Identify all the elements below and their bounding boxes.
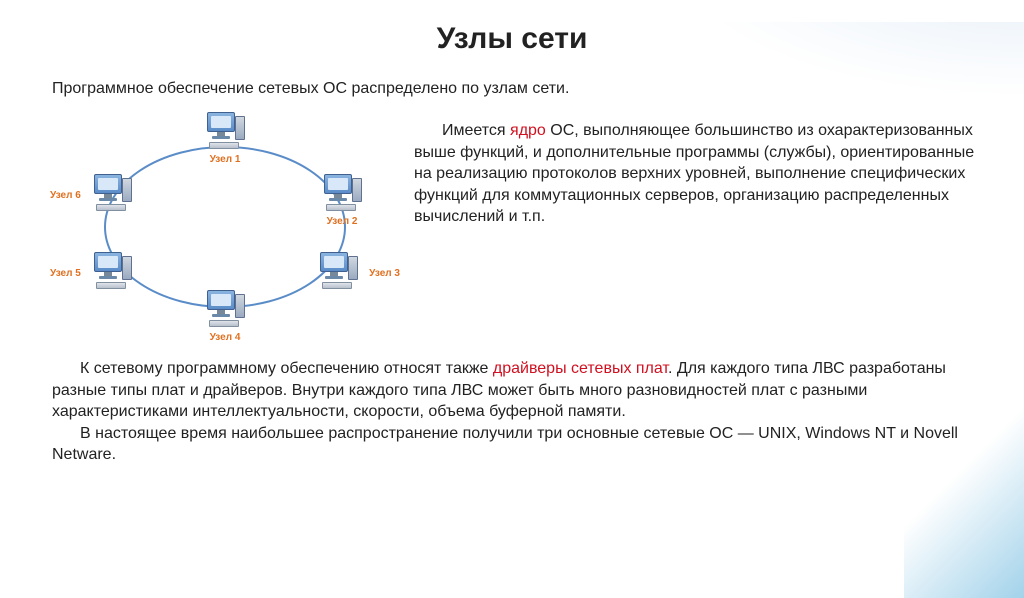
para2-pre: К сетевому программному обеспечению отно… xyxy=(80,360,493,377)
page-title: Узлы сети xyxy=(0,22,1024,56)
para1-pre: Имеется xyxy=(442,122,510,139)
computer-icon xyxy=(205,112,245,152)
computer-icon xyxy=(92,174,132,214)
node-label: Узел 2 xyxy=(310,216,374,227)
network-node-5: Узел 5 xyxy=(50,252,140,292)
paragraph-os-list: В настоящее время наибольшее распростран… xyxy=(52,423,972,466)
network-node-6: Узел 6 xyxy=(50,174,140,214)
node-label: Узел 3 xyxy=(369,268,400,279)
computer-icon xyxy=(322,174,362,214)
network-node-1: Узел 1 xyxy=(193,112,257,165)
network-node-3: Узел 3 xyxy=(310,252,400,292)
bottom-paragraphs: К сетевому программному обеспечению отно… xyxy=(52,358,972,466)
node-label: Узел 5 xyxy=(50,268,81,279)
node-label: Узел 1 xyxy=(193,154,257,165)
computer-icon xyxy=(92,252,132,292)
network-node-2: Узел 2 xyxy=(310,174,374,227)
computer-icon xyxy=(318,252,358,292)
network-node-4: Узел 4 xyxy=(193,290,257,343)
intro-text: Программное обеспечение сетевых ОС распр… xyxy=(52,80,1024,98)
paragraph-drivers: К сетевому программному обеспечению отно… xyxy=(52,358,972,423)
paragraph-core: Имеется ядро ОС, выполняющее большинство… xyxy=(414,112,984,228)
node-label: Узел 4 xyxy=(193,332,257,343)
node-label: Узел 6 xyxy=(50,190,81,201)
middle-row: Узел 1 Узел 2 Узел 3 Узел 4 Узел 5 Узел 6 Име… xyxy=(0,112,1024,342)
para2-highlight: драйверы сетевых плат xyxy=(493,360,668,377)
network-diagram: Узел 1Узел 2Узел 3Узел 4Узел 5Узел 6 xyxy=(60,112,390,342)
computer-icon xyxy=(205,290,245,330)
para1-highlight: ядро xyxy=(510,122,546,139)
